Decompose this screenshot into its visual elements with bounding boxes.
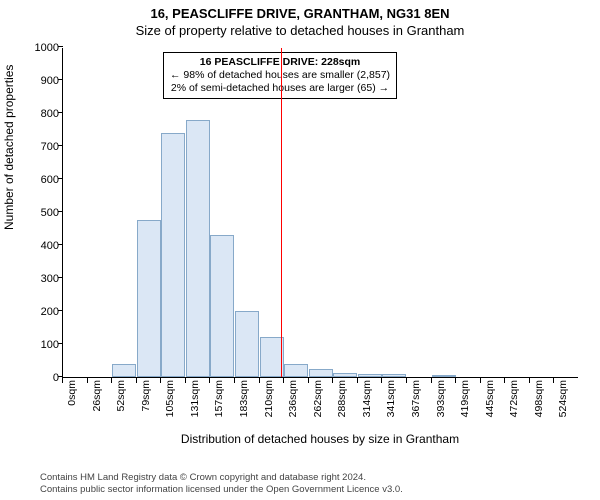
x-tick-mark — [283, 378, 284, 383]
x-tick-mark — [553, 378, 554, 383]
x-tick-label: 393sqm — [435, 380, 447, 417]
x-tick-label: 445sqm — [484, 380, 496, 417]
x-tick-mark — [406, 378, 407, 383]
histogram-bar — [358, 374, 382, 377]
x-tick-mark — [381, 378, 382, 383]
y-tick-label: 300 — [19, 273, 63, 285]
x-tick-mark — [357, 378, 358, 383]
y-tick-label: 800 — [19, 108, 63, 120]
y-tick-label: 0 — [19, 372, 63, 384]
y-tick-mark — [58, 310, 63, 311]
x-tick-mark — [160, 378, 161, 383]
y-tick-mark — [58, 46, 63, 47]
y-tick-mark — [58, 112, 63, 113]
y-tick-mark — [58, 343, 63, 344]
x-tick-label: 157sqm — [213, 380, 225, 417]
x-tick-label: 314sqm — [361, 380, 373, 417]
histogram-bar — [161, 133, 185, 377]
footer-line1: Contains HM Land Registry data © Crown c… — [40, 472, 403, 484]
footer-line2: Contains public sector information licen… — [40, 484, 403, 496]
x-tick-label: 524sqm — [557, 380, 569, 417]
histogram-bar — [432, 375, 456, 377]
y-tick-label: 600 — [19, 174, 63, 186]
chart-subtitle: Size of property relative to detached ho… — [0, 23, 600, 38]
x-tick-label: 288sqm — [336, 380, 348, 417]
y-tick-label: 200 — [19, 306, 63, 318]
reference-line — [281, 48, 282, 377]
y-tick-mark — [58, 145, 63, 146]
y-tick-label: 500 — [19, 207, 63, 219]
plot-outer: 16 PEASCLIFFE DRIVE: 228sqm ← 98% of det… — [62, 48, 578, 408]
histogram-bar — [382, 374, 406, 377]
x-tick-label: 52sqm — [115, 380, 127, 412]
x-tick-label: 0sqm — [66, 380, 78, 406]
x-tick-label: 262sqm — [312, 380, 324, 417]
x-tick-label: 79sqm — [140, 380, 152, 412]
x-tick-mark — [62, 378, 63, 383]
histogram-bar — [333, 373, 357, 377]
x-tick-mark — [185, 378, 186, 383]
x-tick-mark — [111, 378, 112, 383]
histogram-bar — [309, 369, 333, 377]
x-tick-mark — [209, 378, 210, 383]
histogram-bar — [235, 311, 259, 377]
histogram-bar — [112, 364, 136, 377]
y-tick-mark — [58, 211, 63, 212]
x-tick-label: 472sqm — [508, 380, 520, 417]
x-tick-label: 341sqm — [385, 380, 397, 417]
y-axis-label: Number of detached properties — [2, 65, 16, 230]
x-tick-label: 105sqm — [164, 380, 176, 417]
x-tick-label: 183sqm — [238, 380, 250, 417]
plot-area: 16 PEASCLIFFE DRIVE: 228sqm ← 98% of det… — [62, 48, 578, 378]
x-tick-mark — [455, 378, 456, 383]
x-tick-mark — [529, 378, 530, 383]
chart-container: 16, PEASCLIFFE DRIVE, GRANTHAM, NG31 8EN… — [0, 0, 600, 500]
y-tick-mark — [58, 277, 63, 278]
histogram-bar — [137, 220, 161, 377]
x-tick-label: 419sqm — [459, 380, 471, 417]
x-tick-mark — [87, 378, 88, 383]
x-tick-label: 236sqm — [287, 380, 299, 417]
y-tick-label: 1000 — [19, 42, 63, 54]
footer-attribution: Contains HM Land Registry data © Crown c… — [40, 472, 403, 496]
x-tick-mark — [504, 378, 505, 383]
y-tick-label: 400 — [19, 240, 63, 252]
y-tick-mark — [58, 244, 63, 245]
x-tick-label: 26sqm — [91, 380, 103, 412]
chart-title: 16, PEASCLIFFE DRIVE, GRANTHAM, NG31 8EN — [0, 0, 600, 21]
x-tick-label: 498sqm — [533, 380, 545, 417]
x-tick-mark — [259, 378, 260, 383]
x-tick-label: 210sqm — [263, 380, 275, 417]
x-tick-mark — [234, 378, 235, 383]
y-tick-mark — [58, 178, 63, 179]
x-tick-mark — [136, 378, 137, 383]
y-tick-label: 900 — [19, 75, 63, 87]
x-tick-mark — [431, 378, 432, 383]
x-tick-label: 131sqm — [189, 380, 201, 417]
y-tick-label: 700 — [19, 141, 63, 153]
histogram-bar — [186, 120, 210, 377]
x-tick-mark — [308, 378, 309, 383]
x-tick-mark — [332, 378, 333, 383]
y-tick-label: 100 — [19, 339, 63, 351]
y-tick-mark — [58, 376, 63, 377]
histogram-bar — [284, 364, 308, 377]
y-tick-mark — [58, 79, 63, 80]
histogram-bar — [210, 235, 234, 377]
x-tick-label: 367sqm — [410, 380, 422, 417]
x-tick-mark — [480, 378, 481, 383]
x-axis-label: Distribution of detached houses by size … — [62, 432, 578, 446]
